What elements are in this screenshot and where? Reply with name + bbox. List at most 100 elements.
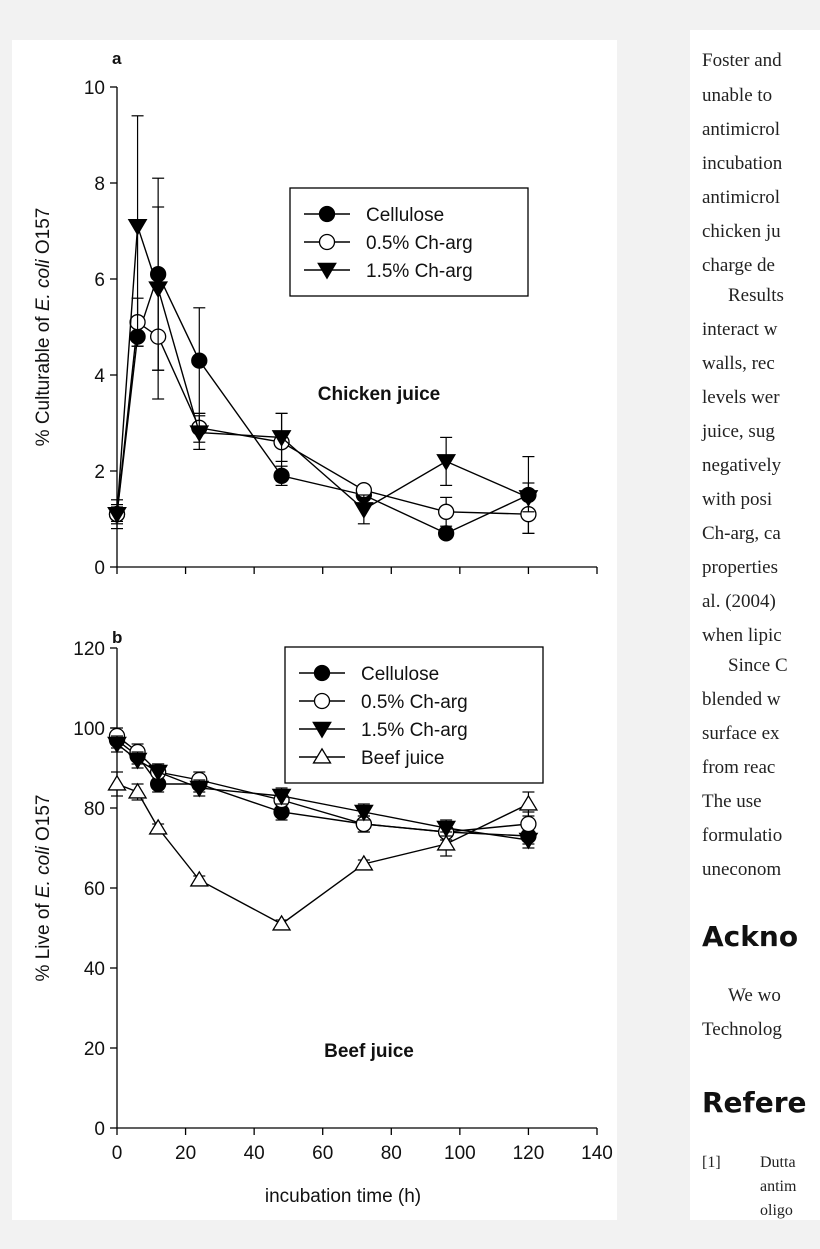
reference-line: oligo (760, 1202, 793, 1219)
text-line: charge de (702, 255, 775, 276)
y-axis-label: % Culturable of E. coli O157 (33, 208, 54, 447)
x-tick-label: 100 (444, 1143, 476, 1164)
text-line: al. (2004) (702, 591, 776, 612)
text-line: with posi (702, 489, 773, 510)
text-line: antimicrol (702, 119, 781, 140)
data-point (353, 804, 374, 822)
data-point (312, 721, 332, 739)
legend-label: Beef juice (361, 748, 444, 769)
data-point (436, 834, 456, 851)
y-axis-label-part: E. coli (33, 846, 54, 899)
legend-label: 1.5% Ch-arg (366, 261, 473, 282)
y-tick-label: 60 (84, 879, 105, 900)
data-point (107, 774, 127, 791)
data-point (518, 832, 539, 850)
legend-label: 0.5% Ch-arg (361, 692, 468, 713)
data-point (437, 525, 455, 542)
x-tick-label: 140 (581, 1143, 613, 1164)
text-line: We wo (728, 985, 781, 1006)
x-tick-label: 120 (513, 1143, 545, 1164)
chart-b: 0 20 40 60 80 100 120 0 20 40 60 80 100 120 140 b % Live… (33, 628, 613, 1207)
data-point (436, 820, 457, 838)
text-line: Results (728, 285, 784, 306)
data-point (107, 736, 127, 754)
y-tick-label: 6 (94, 270, 105, 291)
data-point (318, 233, 336, 251)
series-beef-juice (107, 771, 539, 931)
series-line (116, 225, 529, 515)
data-point (353, 502, 374, 519)
text-line: blended w (702, 689, 781, 710)
data-point (437, 503, 455, 520)
chart-a: 0 2 4 6 8 10 a % Culturable of E. coli O157 Chic… (33, 49, 598, 579)
data-point (148, 818, 168, 835)
x-tick-label: 80 (381, 1143, 402, 1164)
text-line: negatively (702, 455, 782, 476)
references-heading: Refere (702, 1086, 807, 1119)
text-line: formulatio (702, 825, 783, 846)
text-line: chicken ju (702, 221, 781, 242)
text-line: uneconom (702, 859, 782, 880)
text-line: surface ex (702, 723, 780, 744)
data-point (127, 752, 148, 770)
article-text-column: Foster and unable to antimicrol incubati… (690, 30, 820, 1220)
reference-line: antim (760, 1178, 797, 1195)
x-tick-label: 40 (244, 1143, 265, 1164)
reference-line: Dutta (760, 1154, 796, 1171)
data-point (354, 854, 374, 871)
text-line: juice, sug (702, 421, 775, 442)
y-axis-label-part: % Live of (33, 898, 54, 981)
legend-frame (289, 187, 529, 297)
reference-number: [1] (702, 1154, 721, 1171)
text-line: interact w (702, 319, 778, 340)
data-point (317, 262, 337, 280)
legend-label: Cellulose (366, 205, 444, 226)
acknowledgements-heading: Ackno (702, 920, 799, 953)
data-point (191, 352, 208, 369)
data-point (271, 914, 292, 931)
text-line: Technolog (702, 1019, 782, 1040)
text-line: The use (702, 791, 762, 812)
text-line: properties (702, 557, 778, 578)
x-tick-label: 60 (312, 1143, 333, 1164)
x-tick-label: 0 (112, 1143, 123, 1164)
data-point (518, 794, 539, 811)
data-point (518, 490, 539, 507)
series-1-5-ch-arg (107, 735, 539, 850)
chart-annotation: Beef juice (324, 1041, 414, 1062)
data-point (271, 430, 292, 447)
text-line: from reac (702, 757, 776, 778)
data-point (148, 764, 169, 782)
y-tick-label: 10 (84, 78, 105, 99)
figure-svg: 0 2 4 6 8 10 a % Culturable of E. coli O157 Chic… (33, 49, 613, 1207)
y-tick-label: 0 (94, 558, 105, 579)
figure-panel: 0 2 4 6 8 10 a % Culturable of E. coli O157 Chic… (12, 40, 617, 1220)
panel-label: b (112, 628, 122, 647)
data-point (318, 205, 336, 223)
y-tick-label: 100 (73, 719, 105, 740)
data-point (436, 454, 457, 471)
y-tick-label: 0 (94, 1119, 105, 1140)
y-axis-label-part: E. coli (33, 259, 54, 312)
x-axis-label: incubation time (h) (265, 1186, 421, 1207)
data-point (189, 780, 210, 798)
legend: Cellulose 0.5% Ch-arg 1.5% Ch-arg (289, 187, 529, 297)
y-tick-label: 4 (94, 366, 105, 387)
y-tick-label: 40 (84, 959, 105, 980)
y-tick-label: 2 (94, 462, 105, 483)
y-tick-label: 80 (84, 799, 105, 820)
y-axis-label-part: O157 (33, 795, 54, 847)
series-1-5-ch-arg (107, 115, 539, 530)
legend-label: Cellulose (361, 664, 439, 685)
y-axis-label: % Live of E. coli O157 (33, 795, 54, 982)
data-point (271, 788, 292, 806)
series-line (116, 783, 529, 925)
data-point (107, 506, 127, 524)
text-line: Foster and (702, 50, 782, 71)
data-point (127, 218, 148, 236)
data-point (313, 664, 331, 682)
data-point (520, 815, 537, 833)
chart-annotation: Chicken juice (318, 384, 441, 405)
data-point (189, 425, 210, 443)
y-axis-label-part: O157 (33, 208, 54, 260)
